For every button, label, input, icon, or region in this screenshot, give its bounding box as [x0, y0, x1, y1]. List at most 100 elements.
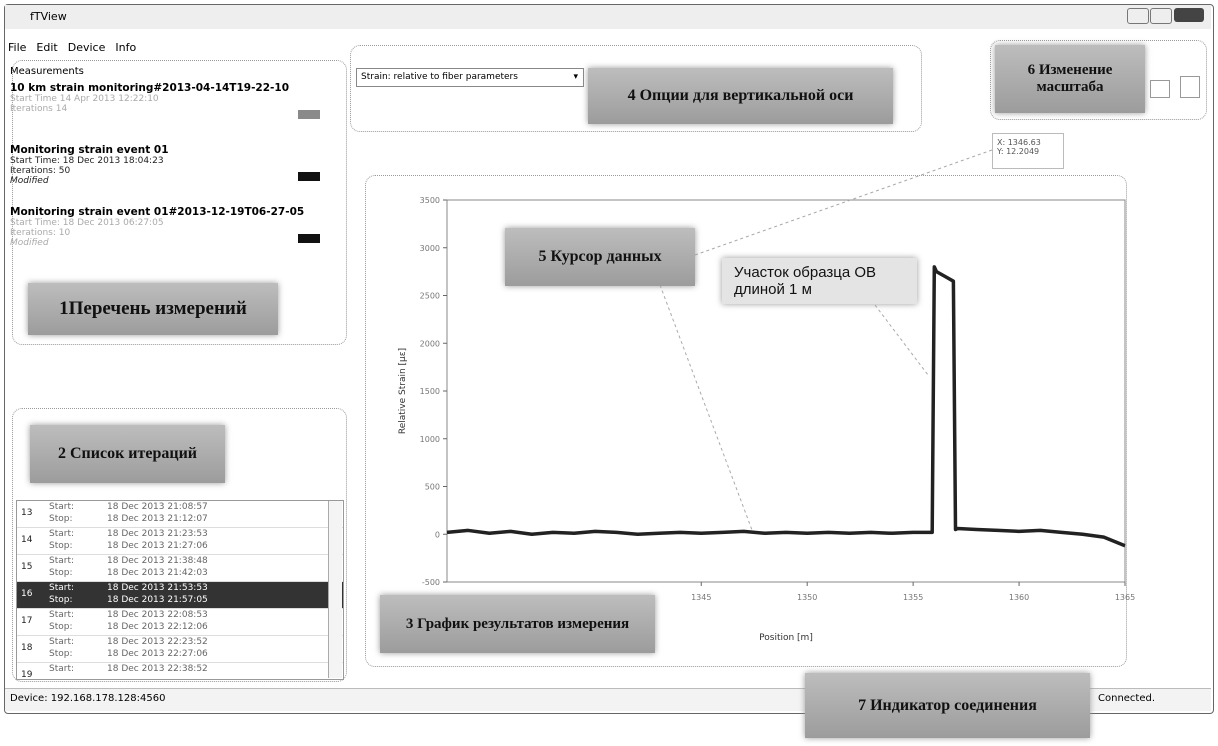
menu-item[interactable]: File [8, 41, 27, 54]
measurement-item[interactable]: Monitoring strain event 01#2013-12-19T06… [10, 206, 320, 268]
vertical-axis-dropdown[interactable]: Strain: relative to fiber parameters ▾ [356, 68, 584, 87]
start-time: 18 Dec 2013 21:53:53 [107, 583, 208, 593]
plot-outline [365, 175, 1127, 667]
iteration-row[interactable]: 17 Start: 18 Dec 2013 22:08:53 Stop: 18 Dec … [17, 609, 343, 636]
start-time: 18 Dec 2013 22:23:52 [107, 637, 208, 647]
start-label: Start: [49, 637, 75, 647]
y-axis-label: Relative Strain [µε] [398, 348, 408, 434]
measurement-detail: Start Time: 18 Dec 2013 18:04:23 [10, 156, 164, 166]
window-title: fTView [30, 10, 67, 23]
x-tick-label: 1350 [797, 593, 817, 602]
iteration-list: 13 Start: 18 Dec 2013 21:08:57 Stop: 18 Dec … [16, 500, 344, 680]
menu-bar: File Edit Device Info [8, 41, 136, 54]
iteration-number: 13 [21, 508, 33, 518]
measurement-detail: Start Time 14 Apr 2013 12:22:10 [10, 94, 159, 104]
stop-label: Stop: [49, 568, 73, 578]
x-tick-label: 1355 [903, 593, 923, 602]
dropdown-arrow: ▾ [573, 72, 578, 82]
close-button[interactable] [1174, 8, 1204, 22]
start-label: Start: [49, 610, 75, 620]
y-tick-label: 500 [425, 483, 440, 492]
measurement-detail: Iterations: 10 [10, 228, 71, 238]
y-tick-label: 1000 [420, 435, 440, 444]
start-time: 18 Dec 2013 21:38:48 [107, 556, 208, 566]
start-label: Start: [49, 502, 75, 512]
measurement-name: Monitoring strain event 01 [10, 144, 169, 156]
x-tick-label: 1360 [1009, 593, 1029, 602]
measurement-color [298, 110, 320, 119]
measurement-color [298, 172, 320, 181]
x-tick-label: 1345 [691, 593, 711, 602]
measurement-detail: Iterations 14 [10, 104, 68, 114]
start-label: Start: [49, 664, 75, 674]
start-label: Start: [49, 583, 75, 593]
stop-label: Stop: [49, 514, 73, 524]
stop-time: 18 Dec 2013 21:12:07 [107, 514, 208, 524]
iteration-row[interactable]: 15 Start: 18 Dec 2013 21:38:48 Stop: 18 Dec … [17, 555, 343, 582]
start-label: Start: [49, 556, 75, 566]
y-tick-label: 2000 [420, 339, 440, 348]
iteration-number: 18 [21, 643, 33, 653]
window [4, 4, 1214, 714]
stop-time: 18 Dec 2013 21:57:05 [107, 595, 208, 605]
start-time: 18 Dec 2013 22:38:52 [107, 664, 208, 674]
menu-item[interactable]: Edit [36, 41, 58, 54]
maximize-button[interactable] [1150, 8, 1172, 24]
iteration-row[interactable]: 19 Start: 18 Dec 2013 22:38:52 [17, 663, 343, 679]
stop-label: Stop: [49, 595, 73, 605]
measurements-outline [12, 60, 347, 345]
measurement-name: Monitoring strain event 01#2013-12-19T06… [10, 206, 305, 218]
stop-time: 18 Dec 2013 21:27:06 [107, 541, 208, 551]
y-tick-label: 1500 [420, 387, 440, 396]
measurement-detail: Modified [10, 176, 49, 186]
leader-line [874, 304, 929, 376]
minimize-button[interactable] [1127, 8, 1149, 24]
iteration-number: 16 [21, 589, 33, 599]
annotation: 5 Курсор данных [505, 228, 695, 286]
menu-item[interactable]: Device [67, 41, 106, 54]
options-outline [350, 45, 922, 132]
stop-time: 18 Dec 2013 22:27:06 [107, 649, 208, 659]
leader-line [694, 149, 993, 256]
data-line [446, 265, 1126, 548]
zoom-button[interactable] [1150, 80, 1170, 98]
measurements-header: Measurements [10, 66, 84, 77]
measurement-detail: Modified [10, 238, 49, 248]
iteration-row[interactable]: 13 Start: 18 Dec 2013 21:08:57 Stop: 18 Dec … [17, 501, 343, 528]
measurement-color [298, 234, 320, 243]
stop-time: 18 Dec 2013 21:42:03 [107, 568, 208, 578]
start-time: 18 Dec 2013 21:08:57 [107, 502, 208, 512]
leader-line [659, 284, 753, 531]
menu-item[interactable]: Info [115, 41, 137, 54]
measurement-name: 10 km strain monitoring#2013-04-14T19-22… [10, 82, 290, 94]
y-tick-label: -500 [422, 578, 440, 587]
iteration-row[interactable]: 14 Start: 18 Dec 2013 21:23:53 Stop: 18 Dec … [17, 528, 343, 555]
y-tick-label: 3500 [420, 196, 440, 205]
device-status: Device: 192.168.178.128:4560 [10, 693, 166, 704]
annotation: 7 Индикатор соединения [805, 673, 1090, 738]
annotation: 1Перечень измерений [28, 283, 278, 335]
connection-status: Connected. [1098, 693, 1156, 704]
annotation: 4 Опции для вертикальной оси [588, 68, 893, 124]
annotation: Участок образца ОВ длиной 1 м [722, 258, 917, 304]
y-tick-label: 2500 [420, 292, 440, 301]
annotation: 3 График результатов измерения [380, 595, 655, 653]
iteration-number: 15 [21, 562, 33, 572]
stop-label: Stop: [49, 649, 73, 659]
x-axis-label: Position [m] [759, 633, 813, 643]
title-bar [5, 5, 1211, 29]
iteration-number: 17 [21, 616, 33, 626]
measurement-detail: Start Time: 18 Dec 2013 06:27:05 [10, 218, 164, 228]
start-label: Start: [49, 529, 75, 539]
scrollbar[interactable] [328, 501, 342, 678]
start-time: 18 Dec 2013 21:23:53 [107, 529, 208, 539]
measurement-item[interactable]: 10 km strain monitoring#2013-04-14T19-22… [10, 82, 320, 144]
zoom-reset-button[interactable] [1180, 76, 1200, 98]
iteration-row[interactable]: 16 Start: 18 Dec 2013 21:53:53 Stop: 18 Dec … [17, 582, 343, 609]
measurement-item[interactable]: Monitoring strain event 01 Start Time: 18… [10, 144, 320, 206]
iteration-number: 14 [21, 535, 33, 545]
iteration-row[interactable]: 18 Start: 18 Dec 2013 22:23:52 Stop: 18 Dec … [17, 636, 343, 663]
iterations-outline [12, 408, 347, 682]
